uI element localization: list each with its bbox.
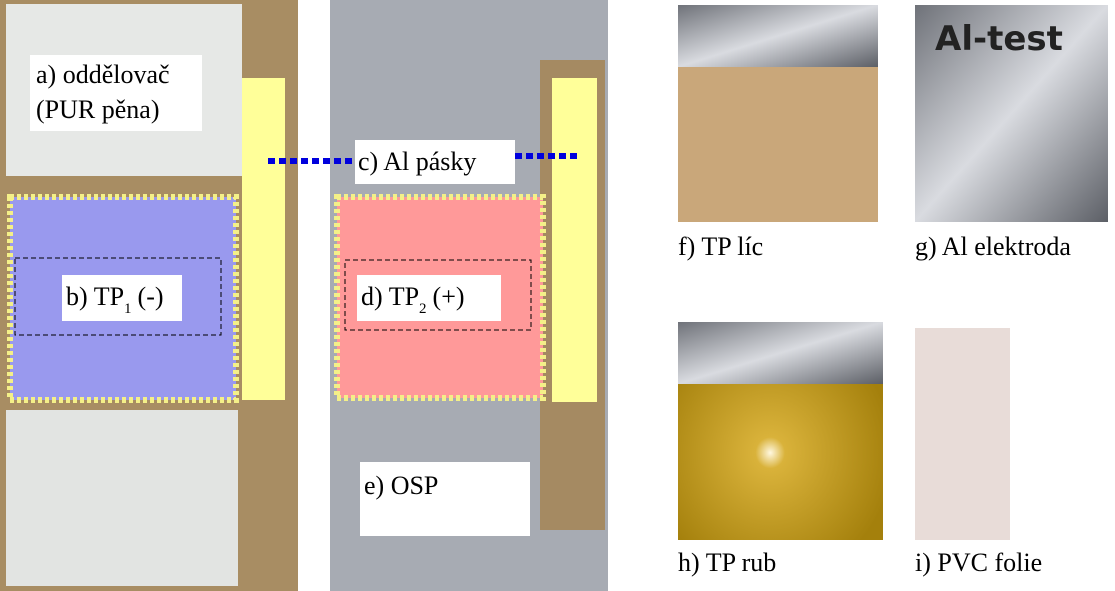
handwriting: Al-test bbox=[935, 19, 1063, 59]
label: (PUR pěna) bbox=[36, 95, 159, 124]
photo bbox=[678, 322, 883, 540]
label: e) OSP bbox=[364, 471, 438, 500]
middle-sample: d) TP2(+) e) OSP bbox=[330, 0, 608, 591]
photo bbox=[678, 5, 878, 222]
label: a) oddělovač bbox=[36, 60, 170, 89]
label: f) TP líc bbox=[678, 232, 763, 261]
photo bbox=[915, 328, 1010, 540]
label: h) TP rub bbox=[678, 548, 776, 577]
photo: Al-test bbox=[915, 5, 1108, 222]
figure: a) oddělovač (PUR pěna) b) TP1(-) d) TP2… bbox=[0, 0, 1115, 591]
label: i) PVC folie bbox=[915, 548, 1042, 577]
label: g) Al elektroda bbox=[915, 232, 1071, 261]
left-sample: a) oddělovač (PUR pěna) b) TP1(-) bbox=[0, 0, 298, 591]
label: c) Al pásky bbox=[358, 147, 476, 176]
